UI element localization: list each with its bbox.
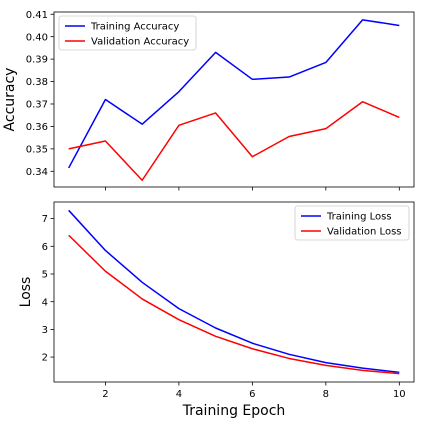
loss-panel: 2 4 6 8 10 2 3 4 5 6 7 Loss Training Epoch Training L… — [18, 201, 415, 419]
series-line-loss-1 — [68, 234, 400, 375]
legend-label: Training Loss — [326, 212, 392, 223]
legend: Training Accuracy Validation Accuracy — [58, 15, 197, 51]
plot-frame — [53, 201, 415, 383]
y-tick-label: 7 — [42, 214, 48, 225]
y-tick-label: 5 — [42, 270, 48, 281]
x-tick-label: 8 — [323, 389, 329, 400]
y-tick-label: 0.35 — [26, 144, 48, 155]
y-tick-label: 0.38 — [26, 77, 48, 88]
series-line-accuracy-1 — [68, 100, 400, 182]
x-tick-label: 4 — [176, 389, 182, 400]
x-axis-label: Training Epoch — [182, 403, 286, 419]
y-axis-label: Loss — [18, 277, 34, 308]
y-tick-label: 6 — [42, 242, 48, 253]
y-tick-label: 0.37 — [26, 100, 48, 111]
x-tick-label: 6 — [249, 389, 255, 400]
legend: Training Loss Validation Loss — [294, 205, 410, 241]
legend-box — [294, 205, 410, 241]
y-tick-label: 0.40 — [26, 32, 48, 43]
legend-box — [58, 15, 197, 51]
legend-label: Validation Accuracy — [91, 37, 189, 48]
y-tick-label: 0.41 — [26, 10, 48, 21]
legend-label: Validation Loss — [327, 227, 402, 238]
y-axis-label: Accuracy — [2, 68, 18, 132]
y-tick-label: 0.36 — [26, 122, 48, 133]
y-tick-label: 0.39 — [26, 55, 48, 66]
plot-frame — [53, 11, 415, 188]
y-tick-label: 0.34 — [26, 167, 48, 178]
y-tick-label: 2 — [42, 353, 48, 364]
x-tick-label: 2 — [102, 389, 108, 400]
y-tick-label: 4 — [42, 297, 48, 308]
accuracy-panel: 0.34 0.35 0.36 0.37 0.38 0.39 0.40 0.41 Accuracy… — [2, 10, 415, 191]
series-line-accuracy-0 — [68, 19, 400, 169]
legend-label: Training Accuracy — [90, 22, 179, 33]
series-line-loss-0 — [68, 209, 400, 374]
y-tick-label: 3 — [42, 325, 48, 336]
x-tick-label: 10 — [393, 389, 406, 400]
